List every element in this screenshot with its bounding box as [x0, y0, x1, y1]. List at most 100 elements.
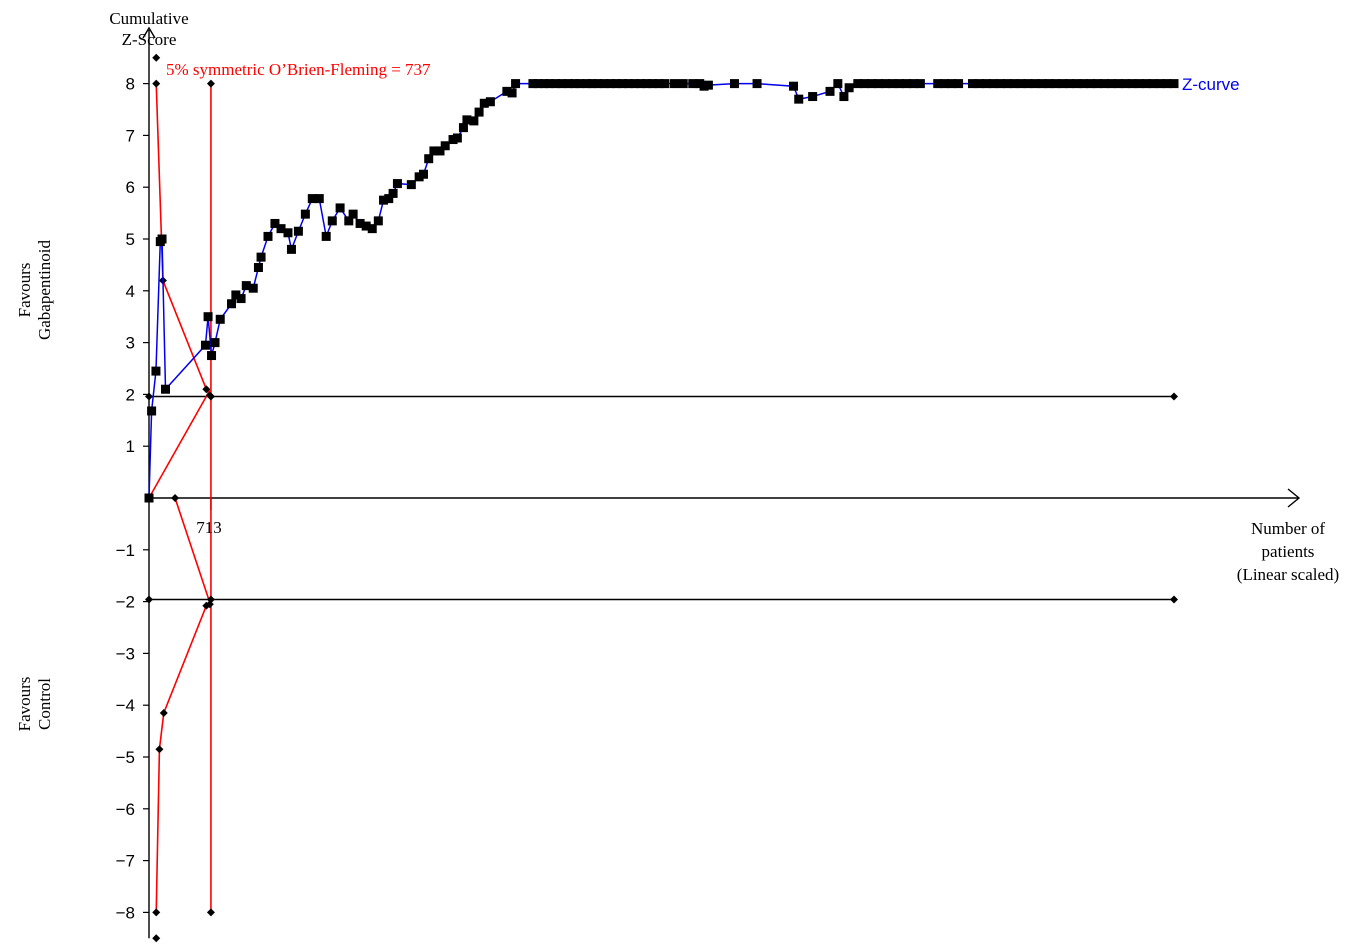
boundary-point — [171, 494, 180, 502]
z-curve-point — [452, 133, 462, 143]
z-curve-point — [867, 79, 877, 89]
z-curve-point — [1120, 79, 1130, 89]
z-curve-point — [611, 79, 621, 89]
z-curve-point — [974, 79, 984, 89]
z-curve-point — [670, 79, 680, 89]
z-curve-point — [321, 231, 331, 241]
y-tick-label: −5 — [116, 748, 135, 767]
z-curve-point — [703, 80, 713, 90]
z-curve-point — [384, 194, 394, 204]
z-curve-point — [144, 493, 154, 503]
z-curve-point — [1030, 79, 1040, 89]
z-curve-point — [507, 88, 517, 98]
z-curve-point — [429, 146, 439, 156]
x-marker-label: 713 — [196, 518, 222, 537]
z-curve-point — [947, 79, 957, 89]
obf-lower-point — [152, 908, 161, 917]
z-curve-point — [392, 179, 402, 189]
z-curve-point — [1093, 79, 1103, 89]
z-curve-point — [361, 221, 371, 231]
z-curve-point — [307, 194, 317, 204]
z-curve-point — [539, 79, 549, 89]
z-curve-point — [469, 116, 479, 126]
z-curve-point — [502, 86, 512, 96]
y-tick-label: 1 — [126, 437, 135, 456]
y-tick-label: −7 — [116, 852, 135, 871]
information-size-point — [206, 908, 215, 917]
z-curve-point — [844, 83, 854, 93]
z-curve-point — [1162, 79, 1172, 89]
z-curve-point — [752, 79, 762, 89]
z-curve-point — [1086, 79, 1096, 89]
z-curve-point — [276, 224, 286, 234]
y-tick-label: −2 — [116, 593, 135, 612]
boundary-point — [1170, 392, 1178, 401]
z-curve-point — [418, 169, 428, 179]
z-curve-point — [1169, 79, 1179, 89]
obf-upper-point — [202, 385, 211, 394]
z-curve-point — [151, 366, 161, 376]
x-axis-title-line-1: Number of — [1251, 519, 1325, 538]
z-curve-point — [406, 180, 416, 190]
z-curve-point — [1141, 79, 1151, 89]
z-curve-point — [215, 314, 225, 324]
z-curve-point — [1009, 79, 1019, 89]
x-axis-title-line-2: patients — [1262, 542, 1315, 561]
boundary-point — [152, 934, 161, 943]
z-curve-point — [147, 406, 157, 416]
z-curve-point — [1051, 79, 1061, 89]
z-curve-point — [241, 281, 251, 291]
z-curve-point — [263, 231, 273, 241]
z-curve-point — [895, 79, 905, 89]
z-curve-point — [286, 244, 296, 254]
z-curve-point — [648, 79, 658, 89]
z-curve-point — [236, 294, 246, 304]
futility-boundary — [148, 389, 211, 499]
boundary-point — [145, 392, 153, 401]
z-curve-point — [474, 107, 484, 117]
information-size-point — [206, 79, 215, 88]
obf-lower-point — [155, 745, 164, 754]
z-curve-point — [1065, 79, 1075, 89]
z-curve-point — [1100, 79, 1110, 89]
z-curve-point — [1148, 79, 1158, 89]
y-axis-title-line-2: Z-Score — [122, 30, 177, 49]
z-curve-point — [528, 79, 538, 89]
z-curve-label: Z-curve — [1182, 75, 1240, 94]
z-curve-point — [344, 216, 354, 226]
z-curve-point — [270, 218, 280, 228]
z-curve-point — [988, 79, 998, 89]
z-curve-point — [605, 79, 615, 89]
z-curve-point — [933, 79, 943, 89]
z-curve-point — [623, 79, 633, 89]
chart-text: Cumulative Z-Score 5% symmetric O’Brien-… — [109, 9, 1339, 584]
obf-lower-point — [159, 708, 168, 717]
z-curve-point — [593, 79, 603, 89]
z-curve-point — [789, 81, 799, 91]
z-curve-point — [203, 312, 213, 322]
z-curve — [144, 79, 1179, 503]
z-curve-point — [479, 98, 489, 108]
z-curve-point — [630, 79, 640, 89]
obf-upper-point — [206, 392, 215, 401]
futility-boundary — [174, 497, 211, 603]
z-curve-point — [1037, 79, 1047, 89]
z-curve-point — [551, 79, 561, 89]
y-tick-label: −4 — [116, 696, 135, 715]
obf-lower-point — [206, 595, 215, 604]
z-curve-point — [210, 338, 220, 348]
z-curve-point — [570, 79, 580, 89]
z-curve-point — [544, 79, 554, 89]
z-curve-point — [1134, 79, 1144, 89]
z-curve-point — [348, 209, 358, 219]
z-curve-point — [954, 79, 964, 89]
z-curve-point — [161, 384, 171, 394]
z-curve-point — [1113, 79, 1123, 89]
z-curve-point — [1023, 79, 1033, 89]
z-curve-point — [207, 351, 217, 361]
z-curve-point — [582, 79, 592, 89]
y-tick-label: −6 — [116, 800, 135, 819]
y-tick-label: 2 — [126, 385, 135, 404]
